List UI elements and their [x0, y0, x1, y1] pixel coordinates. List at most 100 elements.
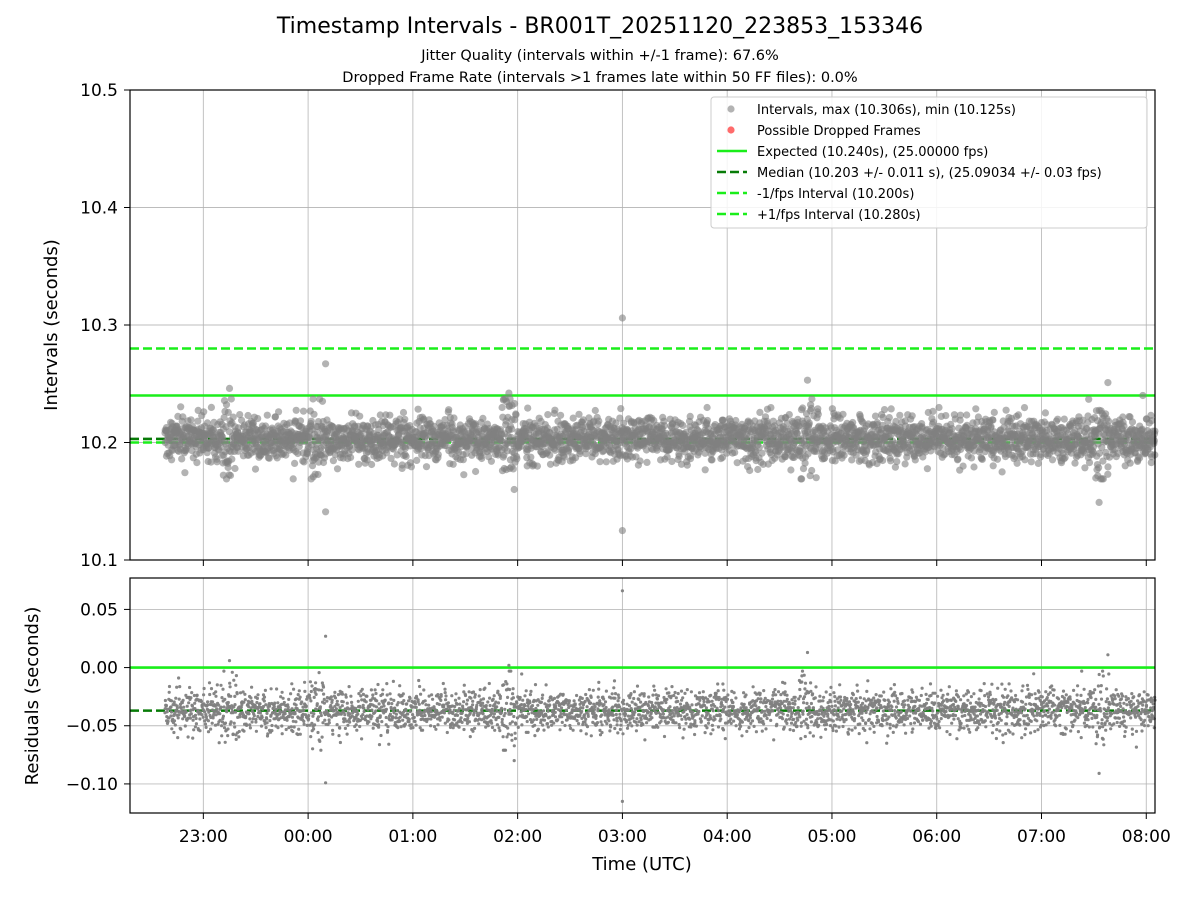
residual-point	[300, 715, 304, 719]
residual-point	[355, 728, 359, 732]
residual-point	[431, 697, 435, 701]
residual-point	[475, 703, 479, 707]
residual-point	[198, 729, 202, 733]
residual-point	[343, 726, 347, 731]
residual-point	[247, 705, 251, 709]
residual-point	[191, 736, 195, 740]
residual-point	[471, 699, 475, 703]
residual-point	[580, 716, 584, 721]
residual-point	[291, 719, 295, 723]
residual-point	[206, 719, 210, 723]
residual-point	[523, 704, 527, 708]
interval-point	[785, 411, 793, 419]
residual-point	[370, 714, 374, 719]
residual-point	[330, 698, 334, 702]
residual-point	[248, 717, 252, 721]
residual-point	[374, 705, 379, 709]
interval-point	[754, 465, 762, 474]
residual-point	[546, 709, 550, 713]
residual-point	[231, 711, 235, 715]
residual-point	[518, 714, 522, 718]
interval-point	[254, 414, 262, 423]
residual-point	[384, 715, 388, 720]
residual-point	[214, 694, 218, 698]
interval-point	[275, 408, 283, 416]
residual-point	[378, 714, 382, 718]
residual-point	[250, 720, 254, 724]
residual-point	[411, 713, 415, 717]
residual-point	[357, 692, 361, 696]
residual-point	[248, 723, 252, 727]
residual-point	[361, 703, 365, 707]
residual-point	[500, 720, 504, 724]
interval-point	[756, 408, 764, 416]
residual-point	[567, 699, 572, 703]
interval-point	[767, 404, 775, 412]
residual-point	[163, 698, 167, 703]
residual-point	[343, 717, 347, 721]
interval-point	[1126, 459, 1134, 467]
residual-point	[287, 715, 291, 719]
residual-point	[515, 701, 519, 705]
residual-point	[318, 705, 322, 709]
interval-point	[807, 404, 815, 413]
interval-point	[244, 411, 252, 420]
residual-point	[231, 732, 235, 736]
residual-point	[579, 729, 583, 733]
residual-point	[503, 711, 507, 715]
residual-point	[312, 727, 316, 731]
residual-point	[393, 706, 397, 710]
interval-point	[314, 470, 322, 479]
residual-point	[305, 723, 309, 728]
interval-point	[1054, 415, 1062, 423]
interval-point	[732, 416, 740, 425]
residual-point	[443, 687, 447, 691]
interval-point	[1150, 437, 1158, 445]
residual-point	[265, 711, 269, 716]
residual-point	[487, 681, 491, 686]
residual-point	[404, 709, 408, 713]
residual-point	[391, 679, 395, 684]
residual-point	[270, 729, 274, 733]
residual-point	[174, 696, 178, 700]
residual-point	[314, 687, 319, 691]
interval-point	[746, 466, 754, 475]
interval-point	[754, 438, 762, 446]
interval-point	[1014, 411, 1023, 419]
residual-point	[262, 699, 266, 703]
interval-point-outlier	[322, 360, 330, 368]
residual-point	[248, 726, 252, 730]
interval-point	[228, 455, 236, 463]
residual-point	[407, 717, 411, 721]
residual-point	[585, 725, 590, 729]
residual-point	[469, 696, 473, 700]
residual-point	[500, 706, 504, 710]
residual-point	[282, 700, 286, 705]
residual-point	[209, 727, 213, 731]
legend-entry-label: Intervals, max (10.306s), min (10.125s)	[757, 103, 1016, 118]
residual-point	[314, 707, 318, 712]
residual-point	[493, 728, 497, 732]
residual-point	[193, 701, 197, 705]
interval-point	[576, 447, 584, 455]
interval-point	[387, 454, 395, 462]
residual-point	[425, 719, 429, 724]
residual-point	[584, 732, 588, 736]
residual-point	[536, 703, 540, 707]
residual-point	[445, 730, 449, 735]
residual-point	[214, 690, 218, 694]
residual-point	[402, 699, 406, 703]
interval-point	[812, 447, 821, 455]
interval-point	[595, 417, 603, 425]
residual-point	[167, 690, 171, 694]
interval-point	[213, 458, 221, 466]
residual-point	[164, 703, 168, 708]
residual-point	[376, 719, 380, 724]
residual-point	[166, 719, 170, 724]
residual-point	[394, 712, 398, 716]
residual-point	[302, 719, 306, 724]
residual-point	[325, 699, 329, 703]
interval-point	[1095, 464, 1103, 472]
residual-point	[322, 701, 326, 705]
residual-point	[287, 697, 291, 702]
